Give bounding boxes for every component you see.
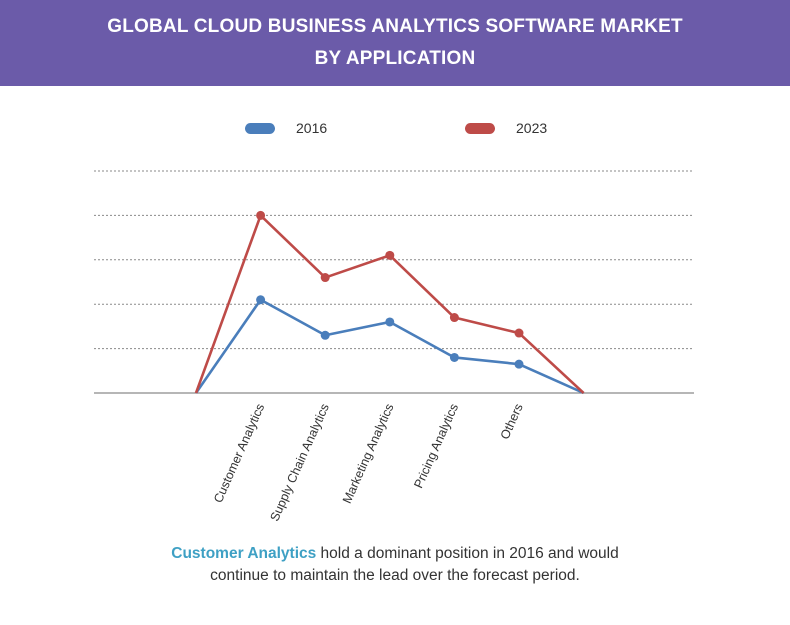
data-point-2023-3: [385, 250, 395, 260]
chart-caption: Customer Analytics hold a dominant posit…: [0, 543, 790, 587]
data-point-2016-4: [449, 352, 459, 362]
caption-line-2: continue to maintain the lead over the f…: [210, 567, 580, 584]
chart-title-banner: GLOBAL CLOUD BUSINESS ANALYTICS SOFTWARE…: [0, 0, 790, 86]
data-point-2016-1: [256, 295, 266, 305]
x-tick-label: Supply Chain Analytics: [267, 402, 332, 524]
data-point-2023-4: [449, 313, 459, 323]
chart-title-line-2: BY APPLICATION: [314, 48, 476, 69]
data-point-2016-3: [385, 317, 395, 327]
legend-swatch-2023: [465, 122, 495, 134]
legend-swatch-2016: [245, 122, 275, 134]
data-point-2016-2: [320, 330, 330, 340]
x-tick-label: Others: [498, 402, 526, 442]
legend-item-2016: 2016: [245, 117, 327, 139]
data-point-2023-5: [514, 328, 524, 338]
x-tick-label: Marketing Analytics: [340, 402, 397, 506]
legend-label-2023: 2023: [516, 120, 548, 136]
data-point-2016-5: [514, 359, 524, 369]
x-tick-label: Pricing Analytics: [411, 402, 461, 491]
series-line-2016: [194, 298, 585, 395]
x-tick-label: Customer Analytics: [211, 402, 267, 505]
caption-line-1-rest: hold a dominant position in 2016 and wou…: [316, 545, 619, 562]
data-point-2023-1: [256, 210, 266, 220]
caption-line-1: Customer Analytics hold a dominant posit…: [0, 543, 790, 565]
legend-item-2023: 2023: [465, 117, 547, 139]
chart-legend: 2016 2023: [0, 117, 790, 139]
caption-highlight: Customer Analytics: [171, 545, 317, 562]
series-line-2023: [194, 214, 585, 394]
legend-label-2016: 2016: [296, 120, 328, 136]
data-point-2023-2: [320, 273, 330, 283]
chart-title-line-1: GLOBAL CLOUD BUSINESS ANALYTICS SOFTWARE…: [107, 16, 683, 37]
